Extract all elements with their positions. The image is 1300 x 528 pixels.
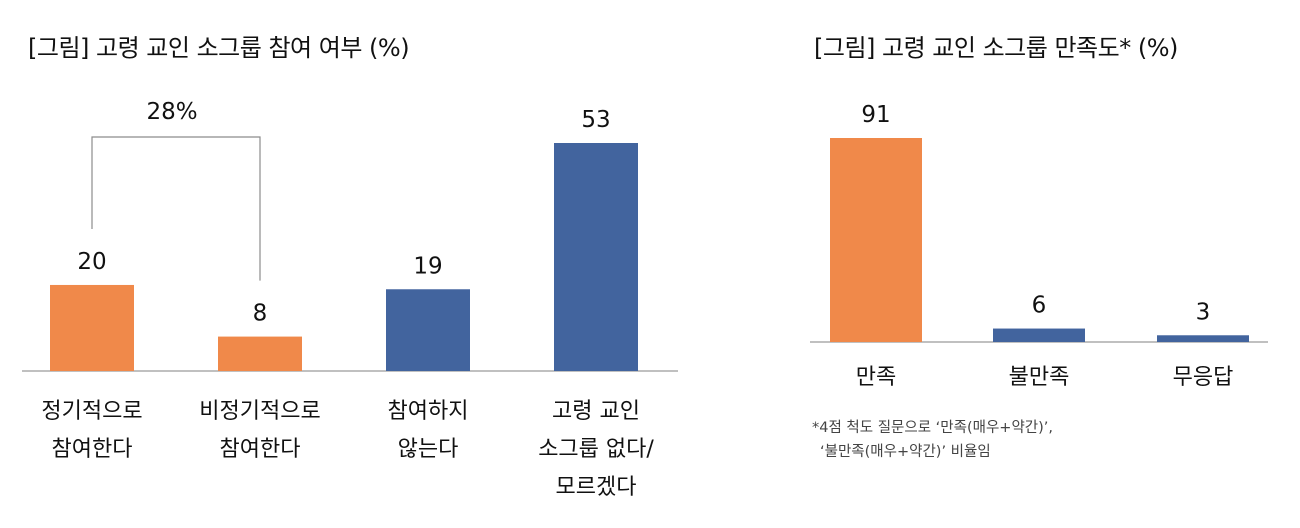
- category-label: 모르겠다: [556, 475, 637, 500]
- data-label: 3: [1196, 299, 1211, 325]
- category-label: 참여한다: [220, 437, 301, 462]
- bracket-label: 28%: [146, 99, 197, 125]
- bracket-line: [91, 136, 261, 281]
- category-label: 비정기적으로: [199, 399, 320, 424]
- bar: [218, 336, 302, 371]
- footnote-line: *4점 척도 질문으로 ‘만족(매우+약간)’,: [812, 420, 1054, 436]
- data-label: 53: [581, 107, 610, 133]
- data-label: 20: [77, 249, 106, 275]
- category-label: 정기적으로: [41, 399, 142, 424]
- footnote-line: ‘불만족(매우+약간)’ 비율임: [820, 444, 991, 460]
- data-label: 19: [413, 253, 442, 279]
- satisfaction-chart-panel: [그림] 고령 교인 소그룹 만족도* (%) 91 만족 6 불만족 3 무응답 *4점…: [790, 0, 1300, 528]
- bar: [554, 143, 638, 371]
- category-label: 참여한다: [52, 437, 133, 462]
- category-label: 불만족: [1009, 365, 1070, 390]
- category-label: 만족: [856, 365, 896, 390]
- category-label: 참여하지: [388, 399, 469, 424]
- bar: [830, 138, 922, 342]
- bar: [1157, 335, 1249, 342]
- chart-title: [그림] 고령 교인 소그룹 참여 여부 (%): [28, 34, 410, 62]
- category-label: 소그룹 없다/: [538, 437, 654, 462]
- satisfaction-bar-chart: 91 만족 6 불만족 3 무응답: [810, 102, 1268, 390]
- bar: [386, 289, 470, 371]
- footnote: *4점 척도 질문으로 ‘만족(매우+약간)’, ‘불만족(매우+약간)’ 비율…: [812, 416, 1053, 464]
- data-label: 8: [253, 301, 268, 327]
- bar: [993, 328, 1085, 342]
- data-label: 6: [1032, 293, 1047, 319]
- bar: [50, 284, 134, 371]
- data-label: 91: [861, 102, 890, 128]
- category-label: 않는다: [398, 437, 459, 462]
- category-label: 무응답: [1173, 365, 1234, 390]
- chart-title: [그림] 고령 교인 소그룹 만족도* (%): [814, 34, 1178, 62]
- category-label: 고령 교인: [552, 399, 640, 424]
